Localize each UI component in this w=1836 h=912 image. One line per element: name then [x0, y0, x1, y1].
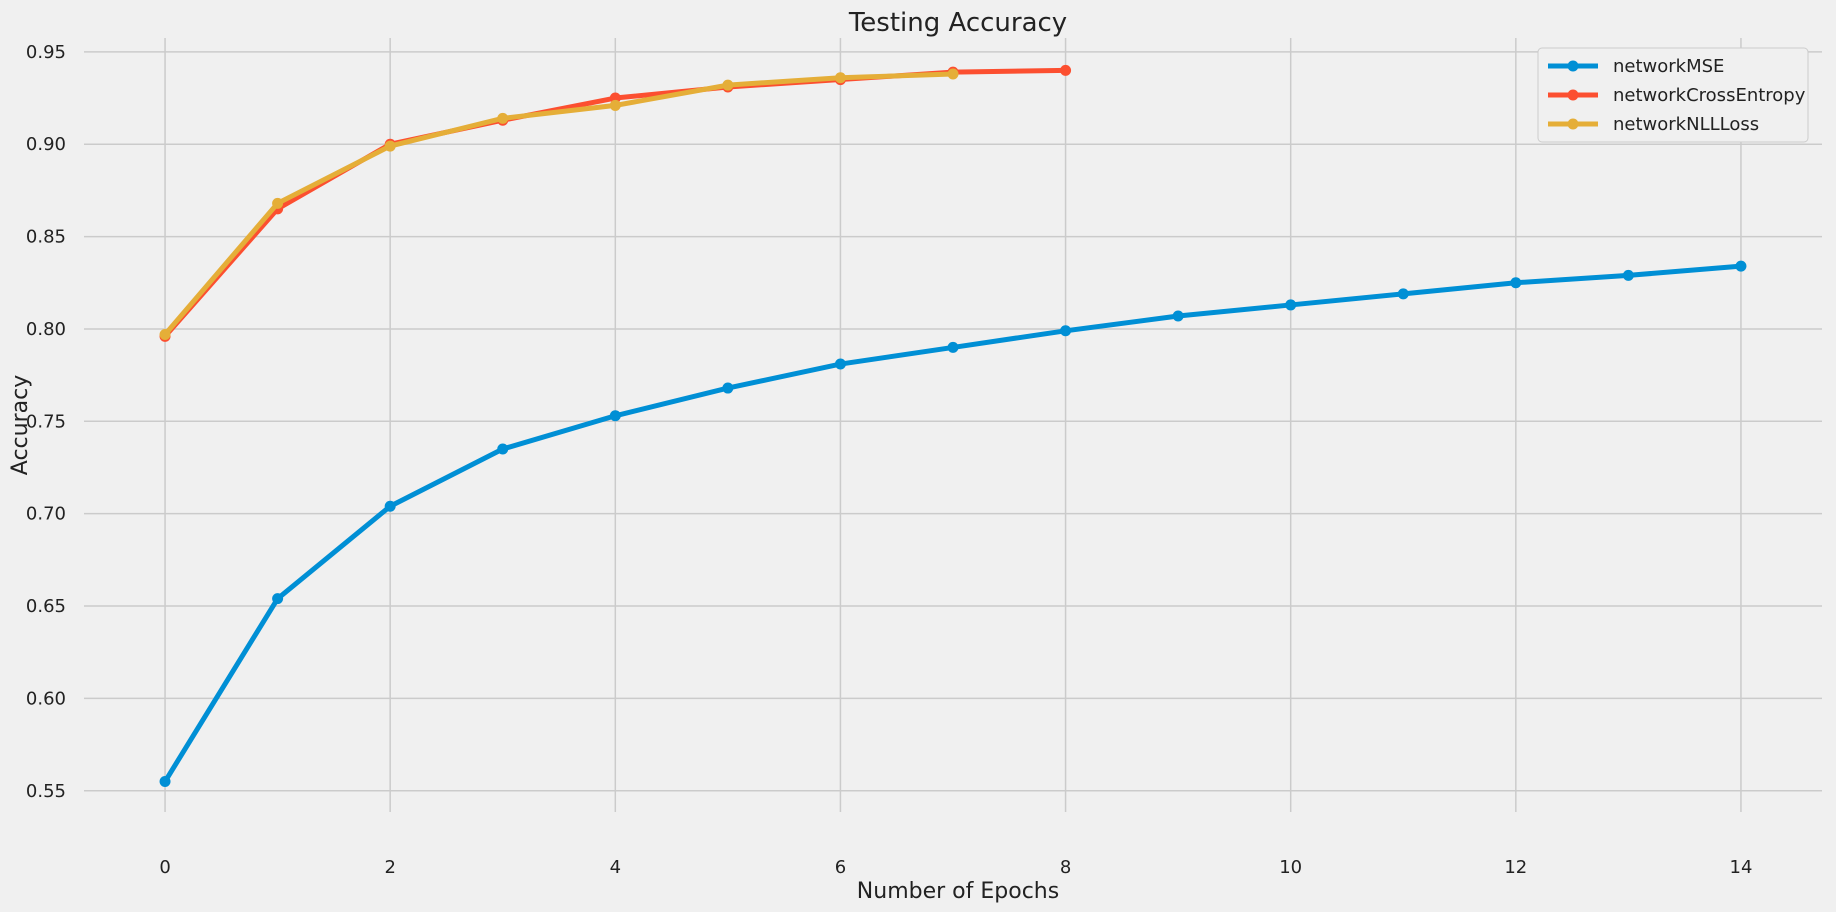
y-tick-label: 0.95: [26, 42, 66, 63]
data-point: [609, 410, 621, 422]
data-point: [834, 358, 846, 370]
x-tick-label: 8: [1060, 857, 1071, 878]
x-tick-label: 10: [1279, 857, 1302, 878]
legend-marker: [1567, 89, 1579, 101]
legend: networkMSE networkCrossEntropy networkNLLL…: [1537, 47, 1809, 143]
x-tick-label: 6: [835, 857, 846, 878]
x-tick-label: 4: [610, 857, 621, 878]
series-networkMSE: [159, 260, 1747, 788]
data-point: [1397, 288, 1409, 300]
legend-box: [1537, 47, 1809, 143]
y-tick-labels: 0.55 0.60 0.65 0.70 0.75 0.80 0.85 0.90 0.95: [26, 42, 66, 802]
data-point: [272, 593, 284, 605]
x-tick-labels: 0 2 4 6 8 10 12 14: [159, 857, 1752, 878]
legend-item: networkMSE: [1548, 56, 1724, 77]
data-point: [1622, 269, 1634, 281]
x-tick-label: 0: [159, 857, 170, 878]
data-point: [834, 72, 846, 84]
data-point: [497, 443, 509, 455]
legend-label: networkMSE: [1613, 56, 1724, 77]
y-tick-label: 0.70: [26, 504, 66, 525]
x-tick-label: 14: [1730, 857, 1753, 878]
data-point: [497, 112, 509, 124]
legend-marker: [1567, 60, 1579, 72]
legend-label: networkCrossEntropy: [1613, 85, 1806, 106]
data-point: [947, 341, 959, 353]
legend-item: networkCrossEntropy: [1548, 85, 1806, 106]
y-axis-label: Accuracy: [8, 375, 33, 475]
legend-item: networkNLLLoss: [1548, 114, 1759, 135]
series-networkNLLLoss: [159, 68, 959, 340]
data-point: [609, 99, 621, 111]
y-tick-label: 0.60: [26, 688, 66, 709]
data-point: [384, 500, 396, 512]
series-line: [162, 71, 956, 337]
data-point: [1172, 310, 1184, 322]
data-point: [272, 197, 284, 209]
series-lines: [159, 64, 1747, 788]
legend-marker: [1567, 118, 1579, 130]
data-point: [722, 382, 734, 394]
data-point: [947, 68, 959, 80]
legend-label: networkNLLLoss: [1613, 114, 1759, 135]
x-axis-label: Number of Epochs: [857, 879, 1059, 904]
y-tick-label: 0.55: [26, 781, 66, 802]
y-tick-label: 0.75: [26, 411, 66, 432]
y-tick-label: 0.65: [26, 596, 66, 617]
x-tick-label: 12: [1504, 857, 1527, 878]
data-point: [1060, 64, 1072, 76]
data-point: [1285, 299, 1297, 311]
data-point: [384, 140, 396, 152]
y-tick-label: 0.85: [26, 227, 66, 248]
data-point: [722, 79, 734, 91]
grid: [84, 38, 1822, 812]
data-point: [1060, 325, 1072, 337]
data-point: [159, 328, 171, 340]
x-tick-label: 2: [384, 857, 395, 878]
data-point: [1735, 260, 1747, 272]
y-tick-label: 0.80: [26, 319, 66, 340]
y-tick-label: 0.90: [26, 134, 66, 155]
data-point: [1510, 277, 1522, 289]
chart-title: Testing Accuracy: [848, 8, 1067, 38]
data-point: [159, 776, 171, 788]
